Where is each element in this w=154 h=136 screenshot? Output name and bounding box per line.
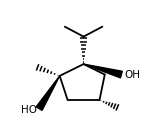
Polygon shape xyxy=(36,76,60,110)
Text: OH: OH xyxy=(124,70,140,80)
Polygon shape xyxy=(84,64,122,78)
Text: HO: HO xyxy=(21,105,37,115)
